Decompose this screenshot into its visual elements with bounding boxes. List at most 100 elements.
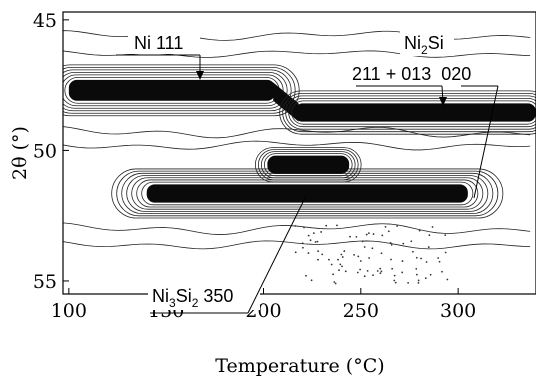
noise-dot <box>379 267 382 270</box>
svg-text:211 + 013 020: 211 + 013 020 <box>352 64 471 84</box>
noise-dot <box>401 260 404 262</box>
noise-dot <box>303 226 305 229</box>
noise-dot <box>402 242 405 245</box>
noise-dot <box>380 252 383 255</box>
y-axis-label: 2θ (°) <box>9 126 31 180</box>
noise-dot <box>446 278 449 281</box>
ni2si-211-band-contour <box>288 97 536 128</box>
ni2si-020-band-peak <box>146 184 468 203</box>
ni2si-211-band-peak <box>294 103 536 122</box>
noise-dot <box>320 231 323 233</box>
noise-dot <box>394 281 397 284</box>
noise-dot <box>317 258 319 261</box>
noise-dot <box>417 281 420 284</box>
noise-dot <box>372 274 374 277</box>
ni111-band-contour <box>63 69 292 112</box>
noise-dot <box>363 246 366 248</box>
noise-dot <box>359 260 362 262</box>
noise-dot <box>371 247 374 250</box>
noise-dot <box>338 269 340 272</box>
noise-dot <box>418 229 421 232</box>
ni111-band-contour <box>63 71 288 109</box>
ni2si-211-band-contour <box>291 100 536 125</box>
y-tick-label: 45 <box>33 10 57 32</box>
ni111-band-contour <box>63 64 300 117</box>
noise-dot <box>428 234 431 237</box>
ni3si2-band-contour <box>263 153 353 177</box>
noise-dot <box>307 234 310 237</box>
noise-speckle <box>294 224 449 285</box>
annotation-ni3si2: Ni3Si2 350 <box>148 195 307 314</box>
noise-dot <box>340 253 343 256</box>
svg-text:Ni3Si2 350: Ni3Si2 350 <box>152 286 233 310</box>
noise-dot <box>372 233 375 235</box>
noise-dot <box>334 282 337 285</box>
plot-frame <box>62 11 536 295</box>
noise-dot <box>363 275 366 278</box>
y-tick-label: 50 <box>33 140 57 162</box>
noise-dot <box>307 252 310 254</box>
contour-wave <box>63 240 531 250</box>
plot-area <box>63 30 536 285</box>
noise-dot <box>384 225 387 228</box>
noise-dot <box>444 251 447 254</box>
noise-dot <box>429 273 432 276</box>
noise-dot <box>380 270 383 273</box>
contour-lines <box>63 30 536 250</box>
noise-dot <box>425 261 428 263</box>
x-axis: 100 150 200 250 300 <box>51 288 476 322</box>
noise-dot <box>305 274 307 277</box>
svg-text:Ni2Si: Ni2Si <box>404 33 444 57</box>
noise-dot <box>365 233 368 236</box>
noise-dot <box>332 273 335 276</box>
x-axis-label: Temperature (°C) <box>215 355 384 377</box>
noise-dot <box>417 279 420 282</box>
noise-dot <box>356 271 359 274</box>
noise-dot <box>357 255 360 258</box>
noise-dot <box>294 225 297 227</box>
ni2si-211-band-contour <box>282 92 536 133</box>
ni3si2-band-peak <box>267 155 350 174</box>
noise-dot <box>343 250 346 252</box>
noise-dot <box>438 260 441 263</box>
noise-dot <box>341 256 344 258</box>
noise-dot <box>437 257 440 259</box>
ni111-band-contour <box>63 66 296 114</box>
noise-dot <box>359 268 362 271</box>
noise-dot <box>367 232 370 235</box>
noise-dot <box>393 274 396 277</box>
noise-dot <box>302 246 304 249</box>
noise-dot <box>389 241 392 244</box>
contour-wave <box>63 50 531 58</box>
noise-dot <box>353 253 356 256</box>
contour-wave <box>63 126 531 139</box>
noise-dot <box>349 235 351 238</box>
noise-dot <box>314 241 317 243</box>
ni2si-211-band-contour <box>279 90 536 135</box>
noise-dot <box>361 240 364 243</box>
noise-dot <box>321 253 324 256</box>
noise-dot <box>391 267 394 270</box>
y-tick-label: 55 <box>33 271 57 293</box>
noise-dot <box>325 224 328 227</box>
x-tick-label: 250 <box>343 300 379 322</box>
noise-dot <box>341 265 343 268</box>
ni111-band-peak <box>68 79 276 101</box>
noise-dot <box>294 251 297 254</box>
ni111-band-contour <box>63 74 284 107</box>
noise-dot <box>424 277 427 280</box>
noise-dot <box>431 226 434 228</box>
noise-dot <box>368 257 371 259</box>
annotation-ni111: Ni 111 <box>116 28 204 80</box>
noise-dot <box>387 230 390 233</box>
noise-dot <box>336 224 338 227</box>
noise-dot <box>337 258 339 261</box>
svg-text:Ni 111: Ni 111 <box>134 33 183 53</box>
noise-dot <box>310 279 313 282</box>
noise-dot <box>415 273 418 276</box>
ni3si2-band-contour <box>257 149 359 181</box>
noise-dot <box>344 270 347 273</box>
noise-dot <box>427 246 430 248</box>
noise-dot <box>412 250 414 253</box>
